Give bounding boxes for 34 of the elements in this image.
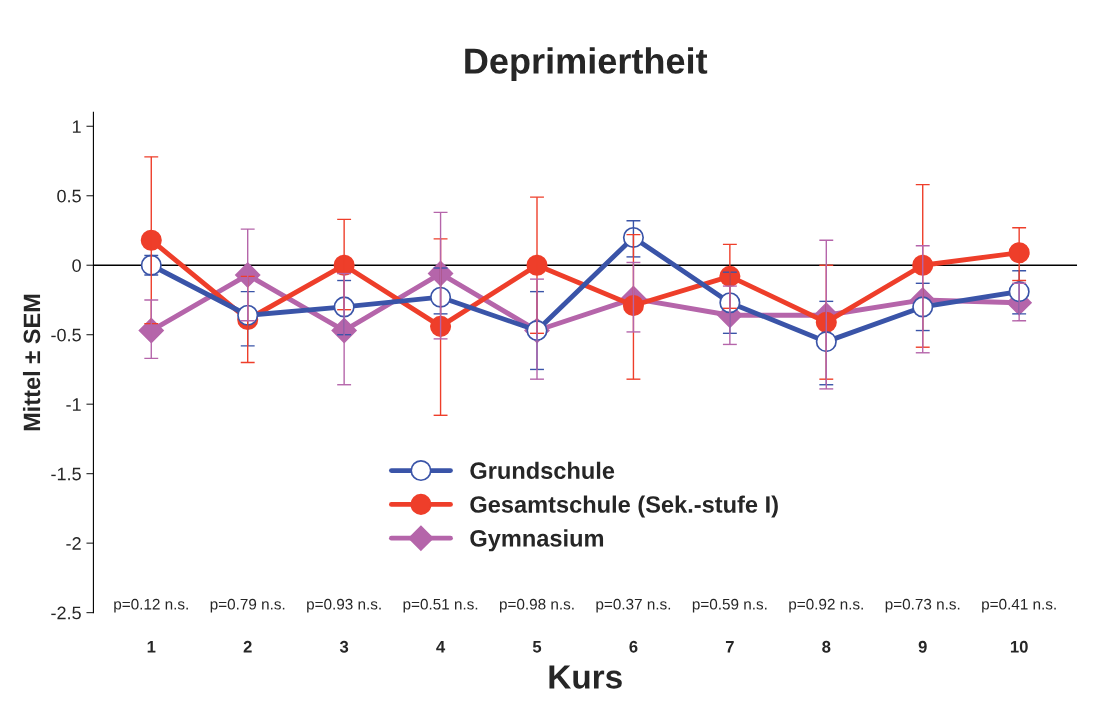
y-tick-label: -1 [66, 398, 81, 411]
annotation: p=0.73 n.s. [885, 598, 960, 613]
x-axis-title: Kurs [549, 665, 622, 689]
x-tick-label: 4 [436, 641, 446, 653]
annotation: p=0.59 n.s. [692, 598, 767, 613]
x-tick-label: 9 [918, 640, 927, 653]
x-tick-label: 5 [532, 641, 542, 653]
y-tick-label: 1 [72, 120, 81, 133]
y-tick-label: -2 [66, 537, 81, 550]
annotation: p=0.37 n.s. [596, 598, 671, 613]
annotation: p=0.93 n.s. [307, 598, 381, 613]
y-tick-label: -1.5 [51, 467, 81, 481]
y-tick-label: -0.5 [51, 328, 81, 342]
annotation: p=0.98 n.s. [499, 598, 574, 613]
legend-label: Gymnasium [470, 529, 604, 552]
y-axis-title: Mittel ± SEM [22, 294, 41, 431]
x-tick-label: 1 [147, 641, 156, 653]
x-tick-label: 7 [725, 641, 734, 653]
x-tick-label: 10 [1010, 640, 1028, 653]
annotation: p=0.51 n.s. [403, 598, 478, 613]
chart-title: Deprimiertheit [465, 47, 708, 81]
y-tick-label: 0 [72, 259, 81, 272]
annotation: p=0.92 n.s. [789, 598, 863, 613]
x-tick-label: 3 [339, 640, 349, 653]
y-tick-label: -2.5 [51, 606, 81, 620]
annotation: p=0.12 n.s. [114, 598, 188, 613]
x-tick-label: 8 [822, 640, 831, 653]
legend-label: Gesamtschule (Sek.-stufe I) [470, 495, 778, 518]
x-tick-label: 2 [243, 640, 252, 653]
annotation: p=0.41 n.s. [982, 598, 1056, 613]
legend-label: Grundschule [470, 461, 615, 480]
y-tick-label: 0.5 [57, 189, 81, 203]
x-tick-label: 6 [629, 640, 638, 653]
annotation: p=0.79 n.s. [210, 598, 285, 613]
